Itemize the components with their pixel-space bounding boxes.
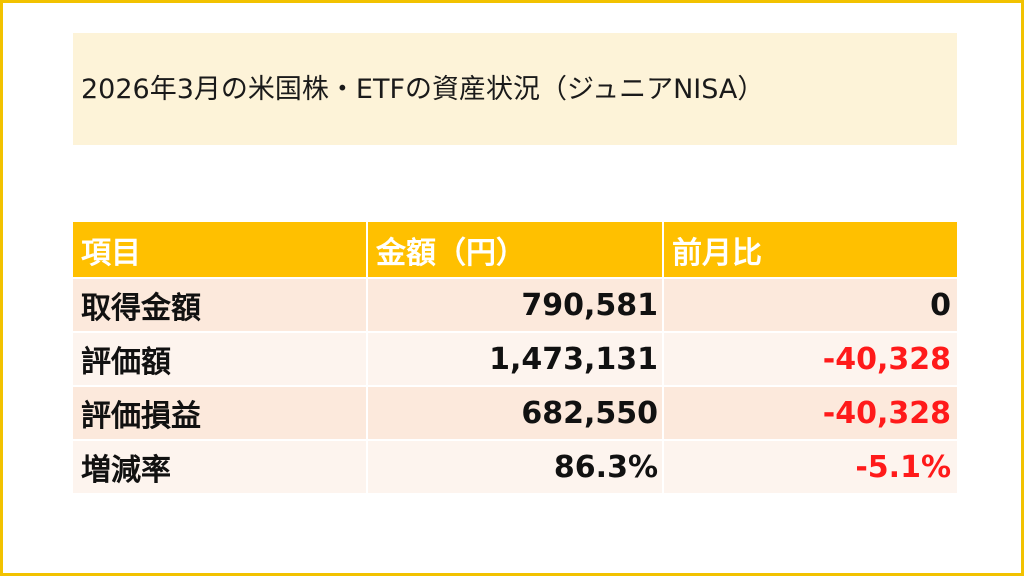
- header-amount: 金額（円）: [366, 222, 662, 277]
- header-change: 前月比: [662, 222, 957, 277]
- row-change: -40,328: [662, 387, 957, 439]
- title-banner: 2026年3月の米国株・ETFの資産状況（ジュニアNISA）: [73, 33, 957, 145]
- table-header-row: 項目 金額（円） 前月比: [73, 222, 957, 277]
- row-change: 0: [662, 279, 957, 331]
- row-amount: 1,473,131: [366, 333, 662, 385]
- asset-table: 項目 金額（円） 前月比 取得金額 790,581 0 評価額 1,473,13…: [73, 222, 957, 493]
- row-change: -5.1%: [662, 441, 957, 493]
- row-item: 取得金額: [81, 291, 201, 326]
- row-item: 評価損益: [81, 399, 201, 434]
- row-amount: 86.3%: [366, 441, 662, 493]
- row-amount: 682,550: [366, 387, 662, 439]
- row-change: -40,328: [662, 333, 957, 385]
- row-item: 増減率: [81, 453, 171, 488]
- table-row: 取得金額 790,581 0: [73, 277, 957, 331]
- row-item: 評価額: [81, 345, 171, 380]
- table-row: 評価損益 682,550 -40,328: [73, 385, 957, 439]
- row-amount: 790,581: [366, 279, 662, 331]
- table-row: 増減率 86.3% -5.1%: [73, 439, 957, 493]
- page-title: 2026年3月の米国株・ETFの資産状況（ジュニアNISA）: [81, 73, 765, 105]
- table-row: 評価額 1,473,131 -40,328: [73, 331, 957, 385]
- header-item: 項目: [81, 235, 141, 271]
